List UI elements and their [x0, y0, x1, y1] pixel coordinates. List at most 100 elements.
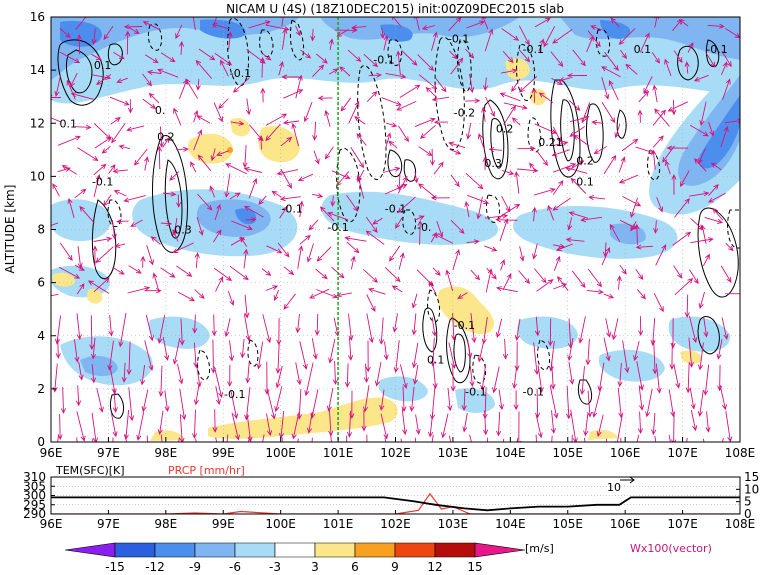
- wind-vector: [485, 268, 493, 293]
- wind-vector: [346, 241, 360, 254]
- wind-vector: [603, 293, 615, 299]
- wind-vector: [433, 119, 449, 125]
- wind-vector: [699, 101, 707, 127]
- wind-vector: [652, 109, 666, 126]
- wind-vector: [654, 435, 657, 442]
- wind-vector: [581, 102, 591, 124]
- wind-vector: [112, 168, 128, 174]
- wind-vector: [495, 217, 518, 223]
- wind-vector: [156, 145, 163, 170]
- wind-vector: [614, 414, 623, 442]
- wind-vector: [502, 51, 514, 64]
- wind-vector: [514, 318, 521, 341]
- surface-x-tick-label: 108E: [725, 517, 756, 531]
- wind-vector: [483, 410, 489, 436]
- wind-vector: [256, 341, 264, 370]
- wind-vector: [91, 53, 102, 61]
- wind-vector: [196, 216, 204, 236]
- y-tick-label: 4: [37, 329, 45, 343]
- surface-x-tick-label: 106E: [610, 517, 641, 531]
- wind-vector: [52, 183, 60, 197]
- wind-vector: [555, 243, 573, 252]
- wind-vector: [385, 132, 392, 149]
- wind-vector: [144, 288, 162, 294]
- wind-vector: [59, 28, 71, 38]
- wind-vector: [636, 289, 646, 300]
- contour-label: -0.1: [448, 32, 469, 45]
- wind-vector: [413, 171, 419, 184]
- wind-vector: [172, 337, 181, 365]
- wind-vector: [142, 21, 161, 31]
- wind-vector: [67, 197, 75, 219]
- wind-vector: [316, 246, 332, 262]
- wind-vector: [198, 48, 216, 61]
- wind-vector: [391, 285, 403, 293]
- wind-vector: [266, 413, 273, 437]
- wind-vector: [60, 386, 67, 414]
- wind-vector: [193, 342, 199, 369]
- wind-vector: [636, 434, 640, 442]
- wind-vector: [57, 434, 60, 442]
- wind-vector: [638, 316, 644, 337]
- wind-vector: [303, 101, 313, 123]
- surface-grid: [51, 486, 740, 505]
- contour-label: 0.: [155, 104, 166, 117]
- wind-vector: [258, 195, 267, 205]
- wind-vector: [432, 363, 438, 390]
- wind-vector: [215, 437, 218, 442]
- wind-vector: [618, 156, 626, 173]
- wind-vector: [265, 113, 288, 126]
- wind-vector: [78, 361, 84, 381]
- wind-vector: [496, 411, 502, 437]
- wind-vector: [70, 92, 94, 100]
- wind-vector: [498, 203, 521, 218]
- wind-vector: [436, 221, 444, 238]
- wind-vector: [467, 339, 473, 359]
- y-tick-label: 10: [30, 169, 45, 183]
- wind-vector: [118, 144, 131, 150]
- contour-label: -0.1: [230, 67, 251, 80]
- wind-vector: [571, 434, 573, 442]
- wind-vector: [299, 341, 308, 370]
- wind-vector: [266, 387, 276, 420]
- wind-vector: [195, 78, 201, 91]
- wind-vector: [712, 207, 724, 221]
- wind-vector: [618, 174, 639, 184]
- wind-vector: [76, 283, 85, 295]
- wind-vector: [326, 387, 334, 412]
- colorbar: -15 -12 -9 -6 -3 3 6 9 12 15: [64, 542, 526, 574]
- wind-vector: [247, 435, 251, 442]
- wind-vector: [450, 365, 456, 392]
- wind-vector: [684, 294, 690, 318]
- surface-right-tick-label: 10: [744, 482, 759, 496]
- wind-vector: [393, 340, 400, 374]
- wind-vector: [674, 197, 690, 218]
- wind-vector: [414, 437, 417, 442]
- wind-vector: [550, 51, 564, 67]
- wind-vector: [113, 52, 125, 60]
- wind-vector: [93, 174, 101, 198]
- wind-vector: [158, 365, 164, 397]
- wind-vector: [708, 184, 719, 196]
- colorbar-swatch: [234, 542, 276, 558]
- wind-vector: [89, 315, 95, 351]
- wind-vector: [227, 364, 233, 387]
- contour-label: -0.1: [281, 202, 302, 215]
- wind-vector: [283, 266, 295, 276]
- contour-label: 0.1: [94, 59, 112, 72]
- wind-vector: [259, 56, 266, 78]
- wind-vector: [232, 77, 250, 93]
- wind-vector: [465, 98, 481, 104]
- wind-vector: [108, 315, 114, 337]
- wind-vector: [327, 211, 349, 221]
- wind-vector: [482, 77, 489, 92]
- wind-vector: [452, 249, 461, 271]
- wind-vector: [319, 206, 335, 222]
- wind-vector: [248, 20, 271, 29]
- wind-vector: [231, 412, 240, 441]
- wind-vector: [265, 285, 279, 291]
- wind-vector: [655, 363, 662, 394]
- wind-vector: [348, 100, 360, 124]
- wind-vector: [470, 313, 477, 344]
- wind-vector: [271, 190, 282, 198]
